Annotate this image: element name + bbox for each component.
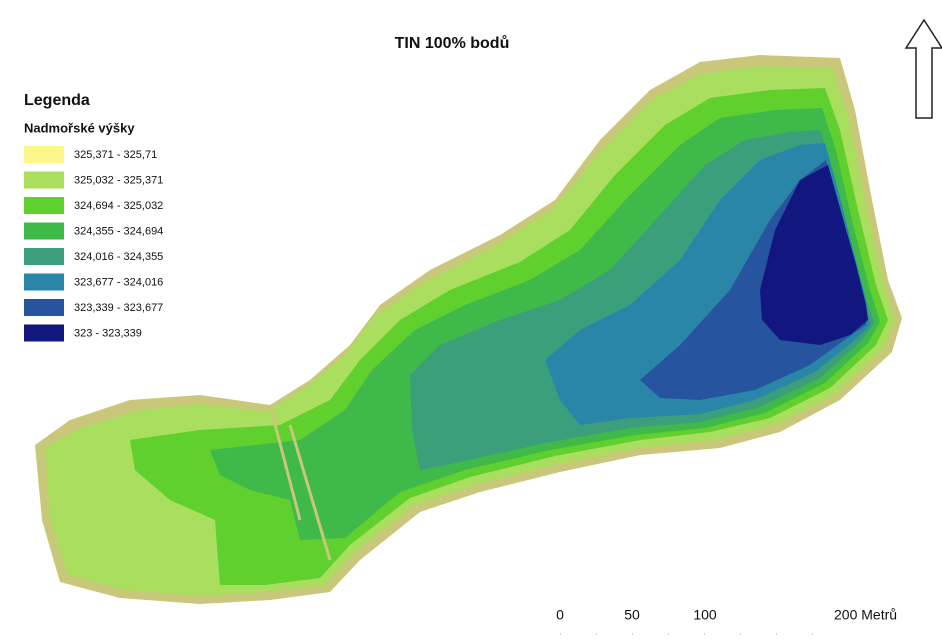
- legend-swatch: [24, 299, 64, 316]
- legend-label: 324,016 - 324,355: [74, 251, 163, 263]
- legend-label: 324,694 - 325,032: [74, 200, 163, 212]
- legend-swatch: [24, 172, 64, 189]
- legend-label: 323,677 - 324,016: [74, 276, 163, 288]
- map-title: TIN 100% bodů: [395, 35, 510, 52]
- legend-swatch: [24, 146, 64, 163]
- scale-label: 200 Metrů: [834, 607, 897, 623]
- scale-label: 0: [556, 607, 564, 623]
- legend-swatch: [24, 248, 64, 265]
- scale-label: 50: [624, 607, 640, 623]
- legend-label: 325,032 - 325,371: [74, 174, 163, 186]
- legend-label: 323 - 323,339: [74, 327, 142, 339]
- map-figure: TIN 100% bodů Legenda Nadmořské výšky 32…: [0, 0, 942, 639]
- legend-swatch: [24, 197, 64, 214]
- scale-label: 100: [693, 607, 717, 623]
- legend-swatch: [24, 325, 64, 342]
- legend-swatch: [24, 223, 64, 240]
- legend-label: 323,339 - 323,677: [74, 302, 163, 314]
- legend-title: Legenda: [24, 92, 90, 109]
- legend-swatch: [24, 274, 64, 291]
- legend-label: 324,355 - 324,694: [74, 225, 163, 237]
- legend-label: 325,371 - 325,71: [74, 149, 157, 161]
- legend-subtitle: Nadmořské výšky: [24, 120, 135, 135]
